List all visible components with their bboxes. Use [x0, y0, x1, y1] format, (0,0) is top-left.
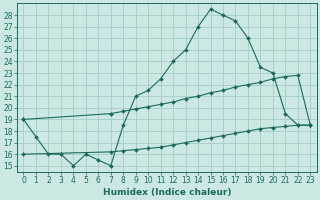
X-axis label: Humidex (Indice chaleur): Humidex (Indice chaleur) — [103, 188, 231, 197]
